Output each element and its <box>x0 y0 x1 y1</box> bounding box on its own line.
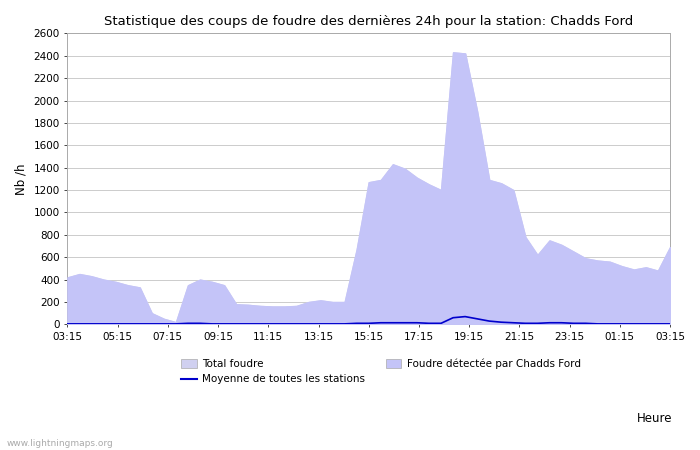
Text: Heure: Heure <box>636 412 672 425</box>
Y-axis label: Nb /h: Nb /h <box>15 163 28 195</box>
Title: Statistique des coups de foudre des dernières 24h pour la station: Chadds Ford: Statistique des coups de foudre des dern… <box>104 15 634 28</box>
Text: www.lightningmaps.org: www.lightningmaps.org <box>7 439 113 448</box>
Legend: Total foudre, Moyenne de toutes les stations, Foudre détectée par Chadds Ford: Total foudre, Moyenne de toutes les stat… <box>181 359 580 384</box>
